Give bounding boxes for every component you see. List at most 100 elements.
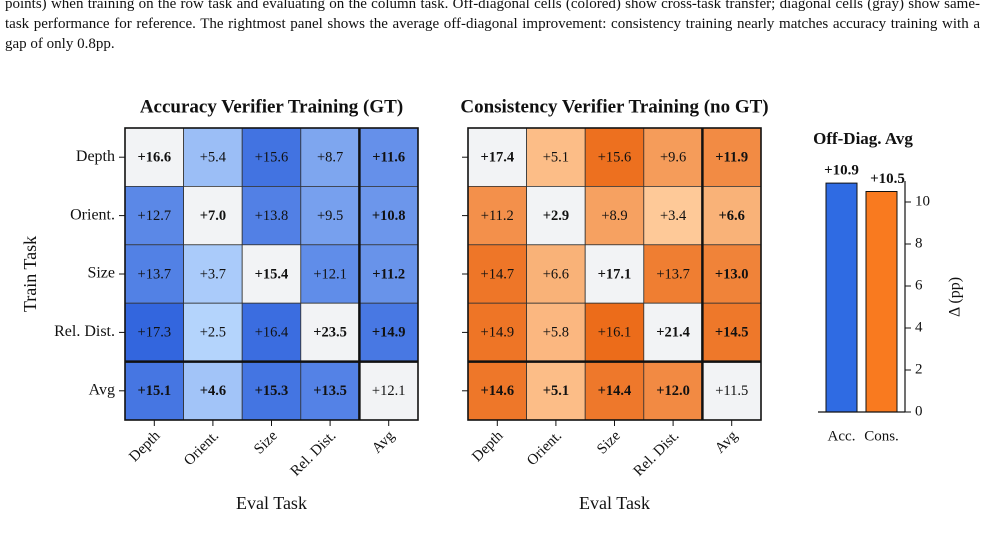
cell-label: +6.6: [543, 266, 569, 282]
heatmap-cell: [183, 302, 243, 363]
col-label: Avg: [369, 428, 398, 457]
heatmap-cell: [183, 361, 243, 421]
cell-label: +9.6: [660, 150, 686, 166]
cell-label: +15.6: [598, 150, 632, 166]
cell-label: +15.4: [255, 266, 289, 282]
cell-label: +15.6: [255, 150, 289, 166]
cell-label: +23.5: [313, 325, 347, 341]
y-tick-label: 10: [915, 193, 930, 209]
cell-label: +3.7: [200, 266, 226, 282]
heatmap-cell: [241, 302, 302, 363]
col-label: Size: [594, 428, 624, 458]
cell-label: +7.0: [200, 208, 226, 224]
heatmap-cell: [358, 185, 419, 246]
cell-label: +13.7: [138, 266, 172, 282]
cell-label: +15.3: [255, 383, 289, 399]
cell-label: +21.4: [656, 325, 690, 341]
cell-label: +17.3: [138, 325, 172, 341]
cell-label: +2.9: [543, 208, 569, 224]
heatmap-cell: [584, 127, 645, 187]
cell-label: +13.0: [715, 266, 749, 282]
cell-label: +5.1: [543, 150, 569, 166]
cell-label: +5.1: [543, 383, 569, 399]
heatmap-cell: [300, 361, 360, 421]
cell-label: +14.4: [598, 383, 632, 399]
cell-label: +12.0: [656, 383, 690, 399]
x-axis-label: Eval Task: [236, 493, 307, 513]
panel-title: Off-Diag. Avg: [813, 129, 913, 148]
x-tick-label: Cons.: [864, 428, 899, 444]
cell-label: +13.5: [313, 383, 347, 399]
heatmap-cell: [643, 185, 703, 246]
cell-label: +16.6: [137, 150, 171, 166]
cell-label: +5.8: [543, 325, 569, 341]
col-label: Orient.: [181, 428, 222, 469]
panel-title: Consistency Verifier Training (no GT): [460, 96, 768, 117]
col-label: Depth: [126, 428, 164, 466]
y-tick-label: 4: [915, 319, 923, 335]
y-tick-label: 2: [915, 361, 923, 377]
bar: [825, 182, 858, 413]
y-axis-label: Δ (pp): [947, 277, 964, 317]
row-label: Orient.: [70, 206, 115, 223]
cell-label: +2.5: [200, 325, 226, 341]
heatmap-cell: [358, 244, 419, 304]
cell-label: +12.7: [138, 208, 172, 224]
cell-label: +17.4: [480, 150, 514, 166]
caption: points) when training on the row task an…: [5, 0, 980, 52]
cell-label: +14.9: [481, 325, 515, 341]
heatmap-cell: [643, 361, 703, 421]
x-axis-label: Eval Task: [579, 493, 650, 513]
cell-label: +13.7: [656, 266, 690, 282]
cell-label: +8.9: [601, 208, 627, 224]
heatmap-cell: [124, 302, 184, 363]
cell-label: +16.1: [598, 325, 632, 341]
cell-label: +14.9: [372, 325, 406, 341]
col-label: Rel. Dist.: [288, 428, 340, 480]
cell-label: +16.4: [255, 325, 289, 341]
row-label: Depth: [76, 148, 115, 165]
heatmap-cell: [467, 185, 527, 246]
cell-label: +8.7: [317, 150, 343, 166]
cell-label: +11.9: [715, 150, 748, 166]
heatmap-cell: [241, 244, 302, 304]
bar: [865, 191, 898, 413]
row-label: Size: [87, 265, 115, 282]
heatmap-cell: [584, 185, 645, 246]
row-label: Rel. Dist.: [54, 323, 115, 340]
y-tick-label: 0: [915, 403, 923, 419]
heatmap-cell: [526, 185, 586, 246]
cell-label: +3.4: [660, 208, 687, 224]
heatmap-cell: [358, 302, 419, 363]
col-label: Orient.: [524, 428, 565, 469]
heatmap-cell: [526, 127, 586, 187]
cell-label: +12.1: [372, 383, 406, 399]
cell-label: +14.5: [715, 325, 749, 341]
cell-label: +15.1: [137, 383, 171, 399]
cell-label: +9.5: [317, 208, 343, 224]
cell-label: +11.2: [372, 266, 405, 282]
heatmap-cell: [124, 185, 184, 246]
col-label: Rel. Dist.: [631, 428, 683, 480]
heatmap-cell: [300, 185, 360, 246]
row-label: Avg: [89, 381, 115, 398]
bar-value-label: +10.9: [824, 163, 859, 179]
cell-label: +13.8: [255, 208, 289, 224]
cell-label: +6.6: [719, 208, 745, 224]
cell-label: +11.2: [481, 208, 514, 224]
cell-label: +17.1: [598, 266, 632, 282]
x-tick-label: Acc.: [828, 428, 856, 444]
cell-label: +5.4: [200, 150, 227, 166]
panel-title: Accuracy Verifier Training (GT): [140, 96, 403, 117]
heatmap-cell: [124, 127, 184, 187]
heatmap-cell: [643, 302, 703, 363]
bar-value-label: +10.5: [870, 171, 905, 187]
col-label: Size: [251, 428, 281, 458]
cell-label: +11.6: [372, 150, 405, 166]
heatmap-cell: [526, 361, 586, 421]
cell-label: +11.5: [715, 383, 748, 399]
cell-label: +4.6: [200, 383, 226, 399]
y-tick-label: 8: [915, 235, 923, 251]
